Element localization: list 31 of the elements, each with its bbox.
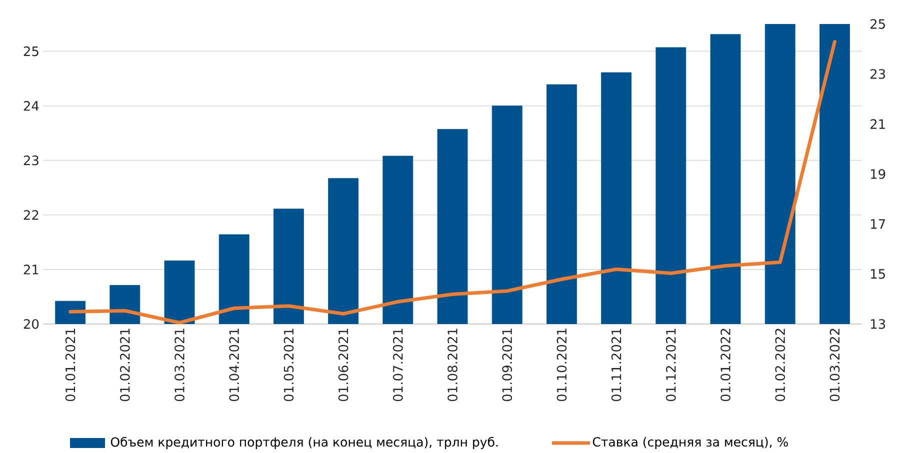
legend-label: Ставка (средняя за месяц), % — [592, 436, 788, 450]
line-series — [68, 40, 836, 324]
y-tick-label: 25 — [24, 46, 38, 56]
x-tick-label: 01.12.2021 — [666, 328, 676, 402]
y-tick-label: 23 — [24, 155, 38, 166]
y2-tick-label: 15 — [870, 269, 885, 279]
legend-label: Объем кредитного портфеля (на конец месяца), трлн руб. — [110, 436, 498, 450]
y2-tick-label: 21 — [870, 119, 885, 129]
y2-tick-label: 17 — [870, 219, 885, 229]
y-tick-label: 24 — [24, 101, 39, 111]
y-tick-label: 20 — [24, 319, 39, 329]
y2-tick-label: 25 — [870, 19, 885, 29]
y2-tick-label: 23 — [870, 69, 886, 79]
x-tick-label: 01.06.2021 — [338, 328, 348, 402]
x-tick-label: 01.05.2021 — [284, 328, 294, 402]
y-tick-label: 21 — [24, 264, 38, 274]
x-tick-label: 01.09.2021 — [502, 328, 512, 402]
x-tick-label: 01.07.2021 — [392, 328, 403, 402]
x-tick-label: 01.03.2021 — [174, 328, 184, 402]
x-tick-label: 01.02.2022 — [775, 328, 786, 402]
y2-tick-label: 13 — [870, 319, 886, 329]
x-tick-label: 01.02.2021 — [120, 328, 130, 402]
x-tick-label: 01.01.2022 — [720, 328, 730, 402]
x-tick-label: 01.04.2021 — [229, 328, 240, 402]
x-tick-label: 01.10.2021 — [556, 328, 567, 402]
x-tick-label: 01.03.2022 — [830, 328, 840, 402]
x-tick-label: 01.08.2021 — [448, 328, 458, 402]
x-tick-label: 01.11.2021 — [611, 328, 622, 402]
x-tick-label: 01.01.2021 — [65, 328, 76, 402]
y2-tick-label: 19 — [870, 169, 886, 179]
y-tick-label: 22 — [24, 210, 38, 220]
